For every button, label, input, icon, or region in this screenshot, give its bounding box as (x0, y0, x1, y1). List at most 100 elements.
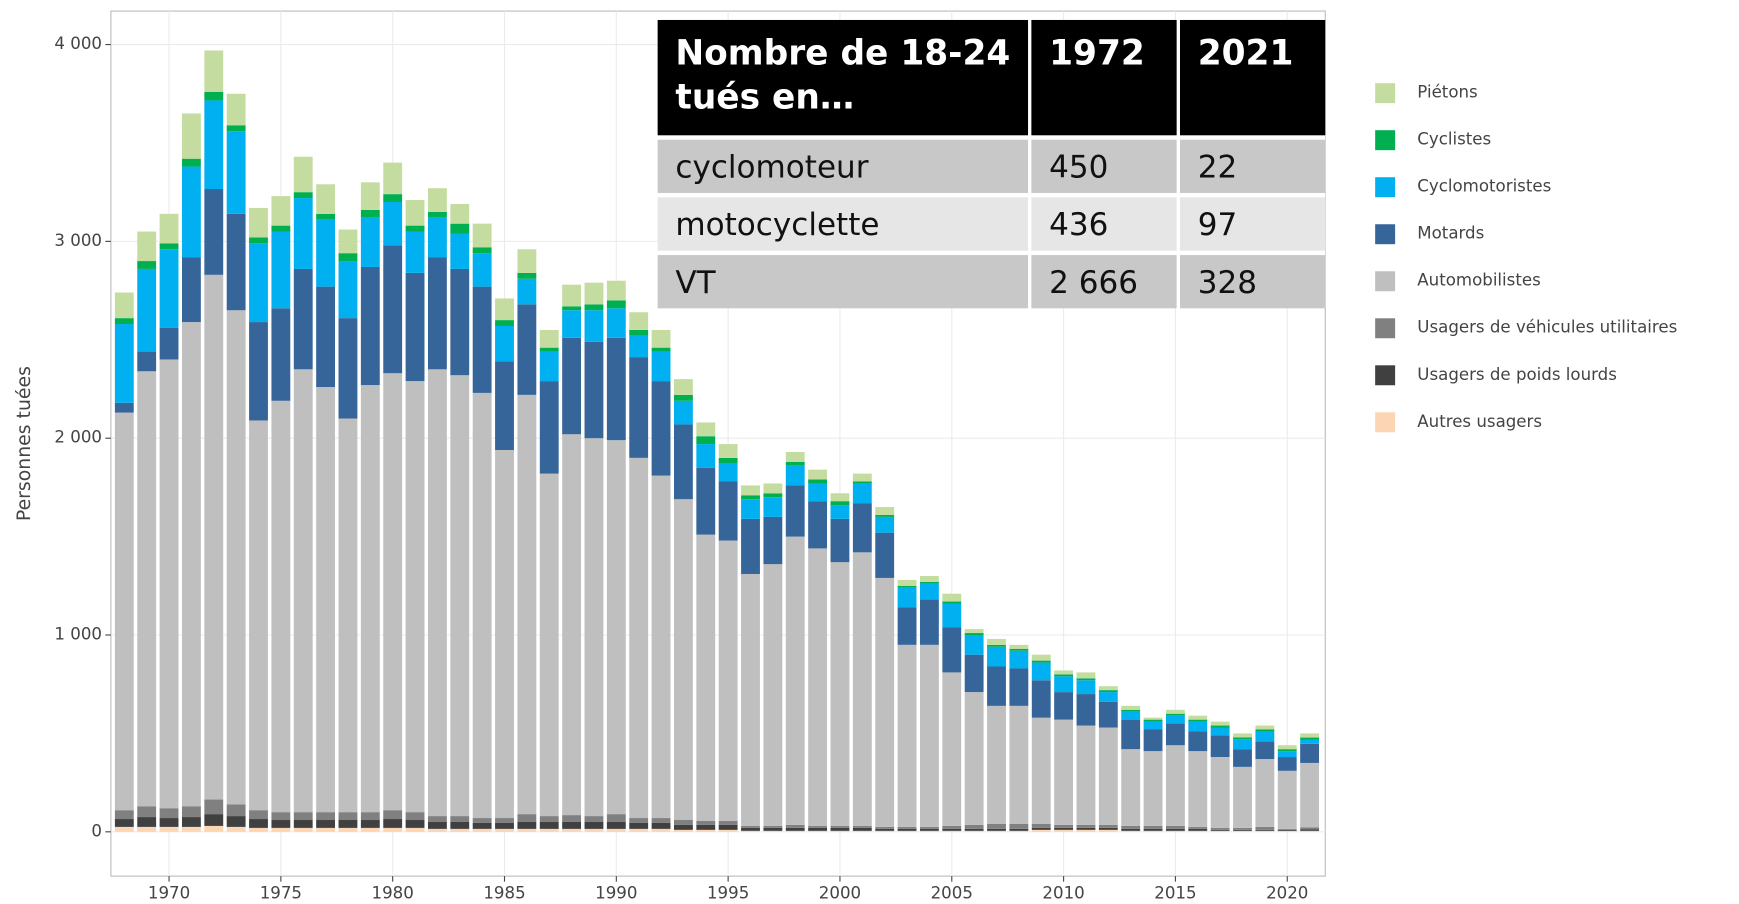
bar-segment (875, 830, 895, 832)
bar-segment (360, 217, 380, 267)
bar-segment (1054, 824, 1074, 828)
bar-segment (249, 420, 268, 811)
bar-segment (875, 826, 895, 829)
x-tick-label: 1985 (483, 883, 525, 902)
bar-segment (226, 131, 246, 214)
bar-segment (539, 329, 559, 348)
bar-segment (584, 341, 604, 439)
bar-segment (1210, 830, 1230, 832)
table-cell: Nombre de 18-24 tués en… (657, 19, 1029, 136)
legend-swatch (1375, 365, 1396, 386)
bar-segment (651, 329, 671, 348)
bar-segment (539, 347, 559, 352)
bar-segment (875, 507, 895, 515)
bar-segment (584, 821, 604, 829)
bar-segment (1210, 827, 1230, 830)
bar-segment (808, 501, 828, 549)
bar-segment (987, 830, 1006, 832)
legend-label: Automobilistes (1417, 271, 1540, 290)
bar-segment (673, 400, 693, 425)
bar-segment (1054, 676, 1074, 693)
legend-swatch (1375, 412, 1396, 433)
bar-segment (1098, 692, 1118, 702)
bar-segment (249, 827, 268, 832)
bar-segment (718, 444, 738, 458)
bar-segment (718, 463, 738, 482)
bar-segment (808, 469, 828, 480)
bar-segment (1054, 829, 1074, 832)
x-tick-label: 2015 (1154, 883, 1196, 902)
bar-segment (830, 501, 850, 506)
bar-segment (1300, 733, 1320, 738)
bar-segment (1054, 670, 1074, 675)
bar-segment (1255, 729, 1275, 732)
bar-segment (450, 233, 470, 269)
bar-segment (316, 812, 336, 821)
bar-segment (651, 822, 671, 829)
bar-segment (450, 375, 470, 817)
bar-segment (159, 359, 179, 809)
bar-segment (763, 830, 783, 832)
bar-segment (249, 207, 268, 238)
bar-segment (271, 820, 291, 828)
bar-segment (450, 203, 470, 224)
y-tick-label: 1 000 (54, 625, 102, 644)
bar-segment (405, 225, 425, 232)
legend-label: Cyclistes (1417, 130, 1491, 149)
bar-segment (495, 326, 514, 362)
bar-segment (159, 826, 179, 832)
bar-segment (584, 828, 604, 832)
bar-segment (249, 243, 268, 323)
bar-segment (383, 162, 403, 195)
bar-segment (785, 461, 805, 466)
bar-segment (1031, 717, 1051, 824)
bar-segment (673, 394, 693, 401)
bar-segment (1076, 827, 1096, 830)
bar-segment (629, 357, 649, 458)
bar-segment (1031, 823, 1051, 828)
bar-segment (1031, 662, 1051, 681)
bar-segment (293, 812, 313, 821)
bar-segment (942, 830, 962, 832)
bar-segment (629, 335, 649, 358)
bar-segment (495, 298, 514, 321)
bar-segment (204, 91, 224, 101)
bar-segment (181, 817, 201, 827)
bar-segment (830, 518, 850, 563)
bar-segment (539, 821, 559, 829)
bar-segment (696, 821, 716, 825)
bar-segment (562, 284, 582, 307)
bar-segment (1210, 727, 1230, 736)
bar-segment (517, 249, 537, 273)
bar-segment (987, 646, 1006, 667)
bar-segment (606, 821, 626, 829)
bar-segment (1188, 719, 1208, 722)
bar-segment (360, 820, 380, 828)
bar-segment (763, 825, 783, 828)
bar-segment (1188, 715, 1208, 720)
bar-segment (427, 816, 447, 822)
bar-segment (964, 824, 984, 829)
bar-segment (651, 828, 671, 832)
bar-segment (942, 593, 962, 602)
bar-segment (718, 824, 738, 830)
bar-segment (897, 644, 917, 827)
bar-segment (1031, 829, 1051, 832)
bar-segment (606, 308, 626, 338)
x-tick-label: 1980 (372, 883, 414, 902)
bar-segment (584, 816, 604, 822)
bar-segment (159, 327, 179, 360)
bar-segment (1054, 827, 1074, 830)
bar-segment (1009, 650, 1029, 669)
bar-segment (271, 812, 291, 821)
bar-segment (1165, 723, 1185, 746)
bar-segment (562, 310, 582, 338)
bar-segment (852, 552, 872, 826)
bar-segment (741, 830, 760, 832)
bar-segment (271, 827, 291, 832)
bar-segment (181, 826, 201, 832)
bar-segment (741, 827, 760, 831)
bar-segment (472, 253, 492, 287)
bar-segment (696, 824, 716, 830)
bar-segment (450, 828, 470, 832)
